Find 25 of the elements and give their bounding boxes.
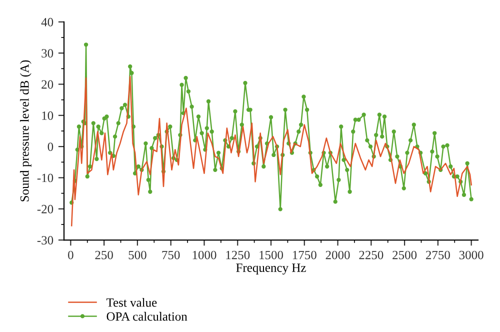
x-tick-label: 250 — [95, 250, 113, 260]
x-tick-label: 500 — [128, 250, 146, 260]
y-tick-label: 40 — [41, 18, 54, 26]
legend-label: Test value — [106, 298, 157, 307]
x-tick-label: 2750 — [426, 250, 450, 260]
y-tick-label: -30 — [37, 236, 54, 244]
y-tick-label: -10 — [37, 174, 54, 182]
x-tick-label: 3000 — [459, 250, 484, 260]
y-tick-label: 30 — [42, 49, 54, 58]
legend-label: OPA calculation — [106, 312, 188, 321]
x-tick-label: 2500 — [392, 250, 417, 260]
x-axis-title: Frequency Hz — [236, 264, 306, 275]
x-tick-label: 2000 — [326, 250, 350, 260]
x-tick-label: 2250 — [359, 250, 384, 260]
y-axis-title: Sound pressure level dB (A) — [20, 60, 32, 202]
y-tick-label: 20 — [42, 80, 54, 89]
x-tick-label: 1000 — [192, 250, 216, 260]
y-tick-label: 0 — [48, 142, 54, 152]
x-tick-label: 750 — [162, 250, 180, 260]
x-tick-label: 0 — [68, 250, 74, 260]
y-tick-label: 10 — [42, 111, 54, 120]
x-tick-label: 1750 — [292, 250, 316, 260]
x-tick-label: 1250 — [226, 250, 250, 260]
x-tick-label: 1500 — [260, 250, 284, 260]
y-tick-label: -20 — [37, 204, 54, 214]
